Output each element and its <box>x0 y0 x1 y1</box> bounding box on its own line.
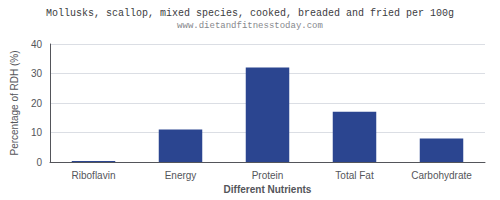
svg-text:Energy: Energy <box>165 170 197 181</box>
svg-text:20: 20 <box>31 98 43 109</box>
svg-text:10: 10 <box>31 127 43 138</box>
svg-text:30: 30 <box>31 68 43 79</box>
svg-text:Different Nutrients: Different Nutrients <box>224 184 312 195</box>
svg-text:Percentage of RDH (%): Percentage of RDH (%) <box>9 50 20 155</box>
svg-text:40: 40 <box>31 39 43 50</box>
svg-text:0: 0 <box>36 157 42 168</box>
svg-text:www.dietandfitnesstoday.com: www.dietandfitnesstoday.com <box>177 21 323 31</box>
svg-text:Total Fat: Total Fat <box>335 170 374 181</box>
svg-text:Mollusks, scallop, mixed speci: Mollusks, scallop, mixed species, cooked… <box>46 8 454 19</box>
svg-text:Protein: Protein <box>252 170 284 181</box>
svg-text:Riboflavin: Riboflavin <box>72 170 116 181</box>
svg-text:Carbohydrate: Carbohydrate <box>411 170 472 181</box>
